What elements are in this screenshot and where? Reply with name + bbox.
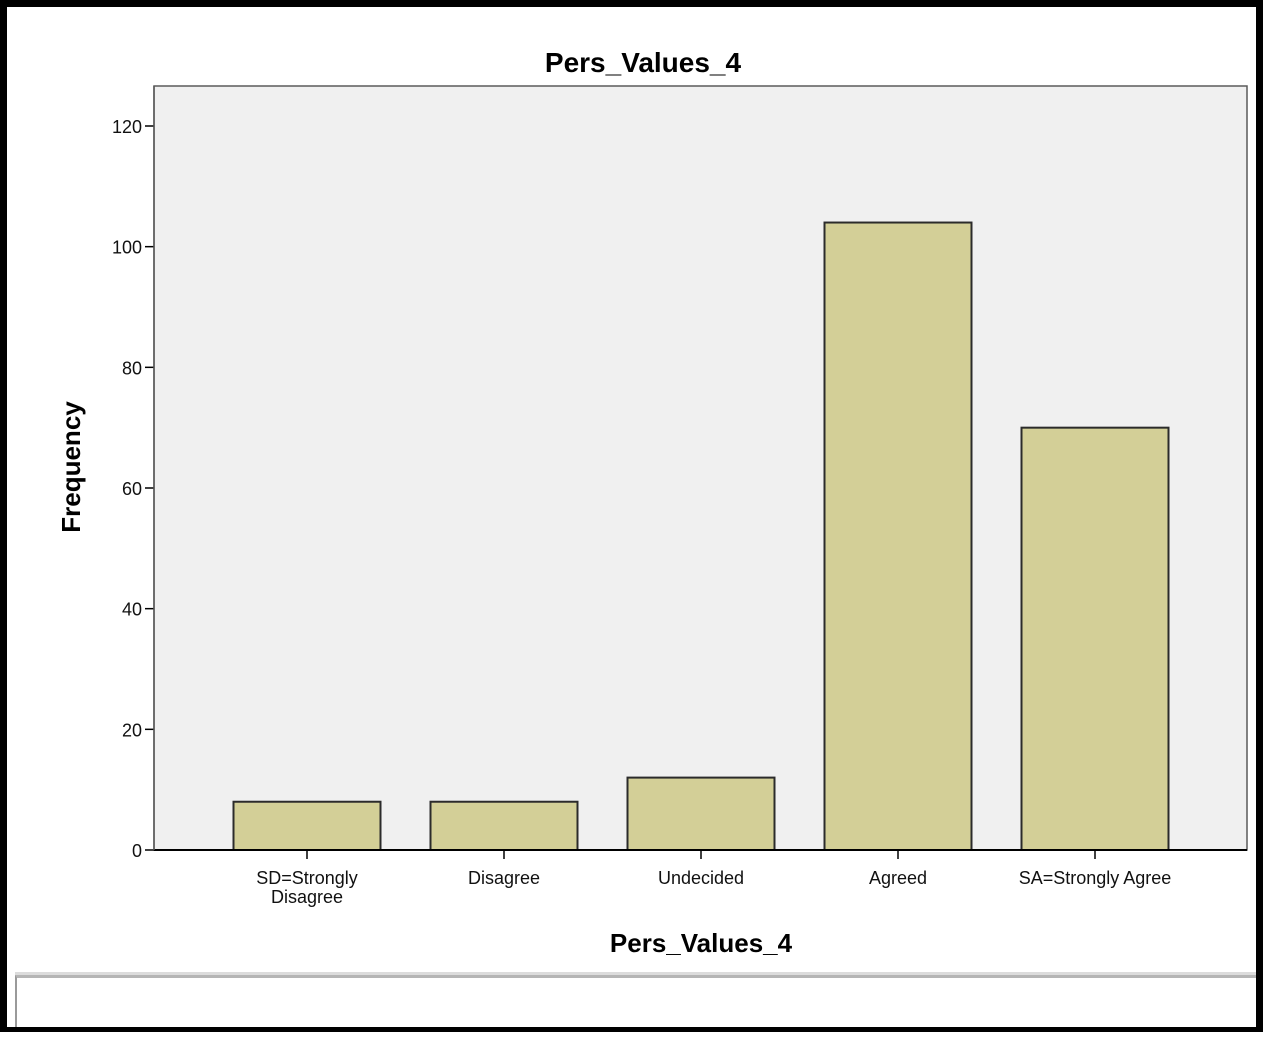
x-tick-label: Disagree	[468, 868, 540, 888]
y-tick-label: 80	[122, 358, 142, 378]
bottom-panel	[15, 975, 1256, 1027]
y-tick-label: 20	[122, 720, 142, 740]
bars	[232, 221, 1170, 852]
y-tick-label: 100	[112, 238, 142, 258]
bar	[429, 800, 579, 852]
x-tick-label: SA=Strongly Agree	[1019, 868, 1172, 888]
y-tick-label: 120	[112, 117, 142, 137]
bar	[626, 776, 776, 851]
x-tick-label: Undecided	[658, 868, 744, 888]
y-tick-label: 0	[132, 841, 142, 861]
y-axis-ticks: 0 20 40 60 80 100 120	[112, 117, 154, 861]
x-tick-label: Agreed	[869, 868, 927, 888]
y-tick-label: 40	[122, 600, 142, 620]
bar	[823, 221, 973, 852]
bar	[1020, 426, 1170, 851]
chart-title: Pers_Values_4	[545, 47, 742, 78]
x-axis-ticks: SD=Strongly Disagree Disagree Undecided Agre…	[256, 850, 1171, 907]
y-axis-label: Frequency	[56, 401, 86, 533]
panel-divider	[15, 972, 1256, 975]
y-tick-label: 60	[122, 479, 142, 499]
x-tick-label: SD=Strongly Disagree	[256, 868, 358, 907]
x-axis-label: Pers_Values_4	[610, 928, 793, 958]
bar	[232, 800, 382, 852]
bar-chart: 0 20 40 60 80 100 120 SD=Strongly Disagree Disag…	[56, 47, 1248, 958]
